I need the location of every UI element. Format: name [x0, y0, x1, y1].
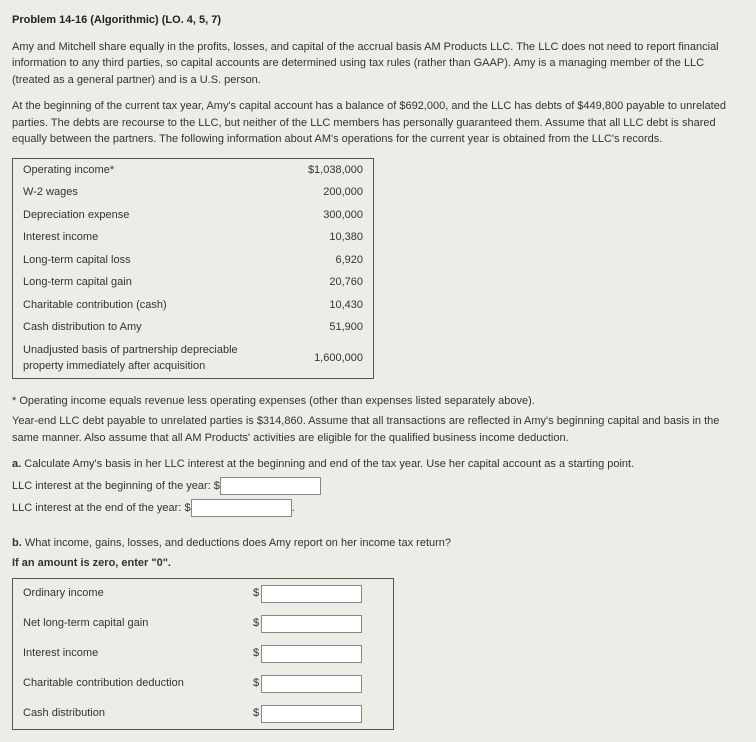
row-value: $1,038,000	[263, 158, 374, 181]
row-label: Unadjusted basis of partnership deprecia…	[13, 339, 264, 379]
row-label: Charitable contribution (cash)	[13, 294, 264, 317]
dollar-sign: $	[253, 677, 259, 689]
row-value: 10,430	[263, 294, 374, 317]
a-line2-post: .	[292, 501, 295, 513]
beginning-year-input[interactable]	[220, 477, 321, 495]
net-ltcg-input[interactable]	[261, 615, 362, 633]
part-b-text: What income, gains, losses, and deductio…	[25, 537, 451, 549]
answer-label: Net long-term capital gain	[13, 609, 244, 639]
row-value: 20,760	[263, 271, 374, 294]
part-a-line1: LLC interest at the beginning of the yea…	[12, 477, 744, 495]
answer-label: Cash distribution	[13, 699, 244, 730]
interest-income-input[interactable]	[261, 645, 362, 663]
row-label: Cash distribution to Amy	[13, 316, 264, 339]
part-b-prefix: b.	[12, 537, 22, 549]
part-a: a. Calculate Amy's basis in her LLC inte…	[12, 456, 744, 473]
cash-distribution-input[interactable]	[261, 705, 362, 723]
row-value: 51,900	[263, 316, 374, 339]
answer-label: Interest income	[13, 639, 244, 669]
part-b: b. What income, gains, losses, and deduc…	[12, 535, 744, 552]
row-label: Interest income	[13, 226, 264, 249]
part-a-text: Calculate Amy's basis in her LLC interes…	[24, 458, 634, 470]
end-year-input[interactable]	[191, 499, 292, 517]
part-a-prefix: a.	[12, 458, 21, 470]
answer-label: Charitable contribution deduction	[13, 669, 244, 699]
row-label: Operating income*	[13, 158, 264, 181]
row-value: 200,000	[263, 181, 374, 204]
intro-paragraph-1: Amy and Mitchell share equally in the pr…	[12, 39, 744, 89]
row-value: 6,920	[263, 249, 374, 272]
row-value: 1,600,000	[263, 339, 374, 379]
dollar-sign: $	[253, 647, 259, 659]
answer-label: Ordinary income	[13, 578, 244, 609]
dollar-sign: $	[253, 707, 259, 719]
row-label: Long-term capital gain	[13, 271, 264, 294]
a-line2-label: LLC interest at the end of the year: $	[12, 501, 191, 513]
answers-table: Ordinary income $ Net long-term capital …	[12, 578, 394, 730]
dollar-sign: $	[253, 617, 259, 629]
row-value: 300,000	[263, 204, 374, 227]
part-a-line2: LLC interest at the end of the year: $.	[12, 499, 744, 517]
part-b-note: If an amount is zero, enter "0".	[12, 555, 744, 572]
row-label: W-2 wages	[13, 181, 264, 204]
intro-paragraph-2: At the beginning of the current tax year…	[12, 98, 744, 148]
charitable-contribution-input[interactable]	[261, 675, 362, 693]
row-label: Long-term capital loss	[13, 249, 264, 272]
problem-title: Problem 14-16 (Algorithmic) (LO. 4, 5, 7…	[12, 12, 744, 29]
footnote: * Operating income equals revenue less o…	[12, 393, 744, 410]
dollar-sign: $	[253, 587, 259, 599]
row-value: 10,380	[263, 226, 374, 249]
subtext: Year-end LLC debt payable to unrelated p…	[12, 413, 744, 446]
row-label: Depreciation expense	[13, 204, 264, 227]
operations-table: Operating income*$1,038,000 W-2 wages200…	[12, 158, 374, 379]
ordinary-income-input[interactable]	[261, 585, 362, 603]
a-line1-label: LLC interest at the beginning of the yea…	[12, 479, 220, 491]
